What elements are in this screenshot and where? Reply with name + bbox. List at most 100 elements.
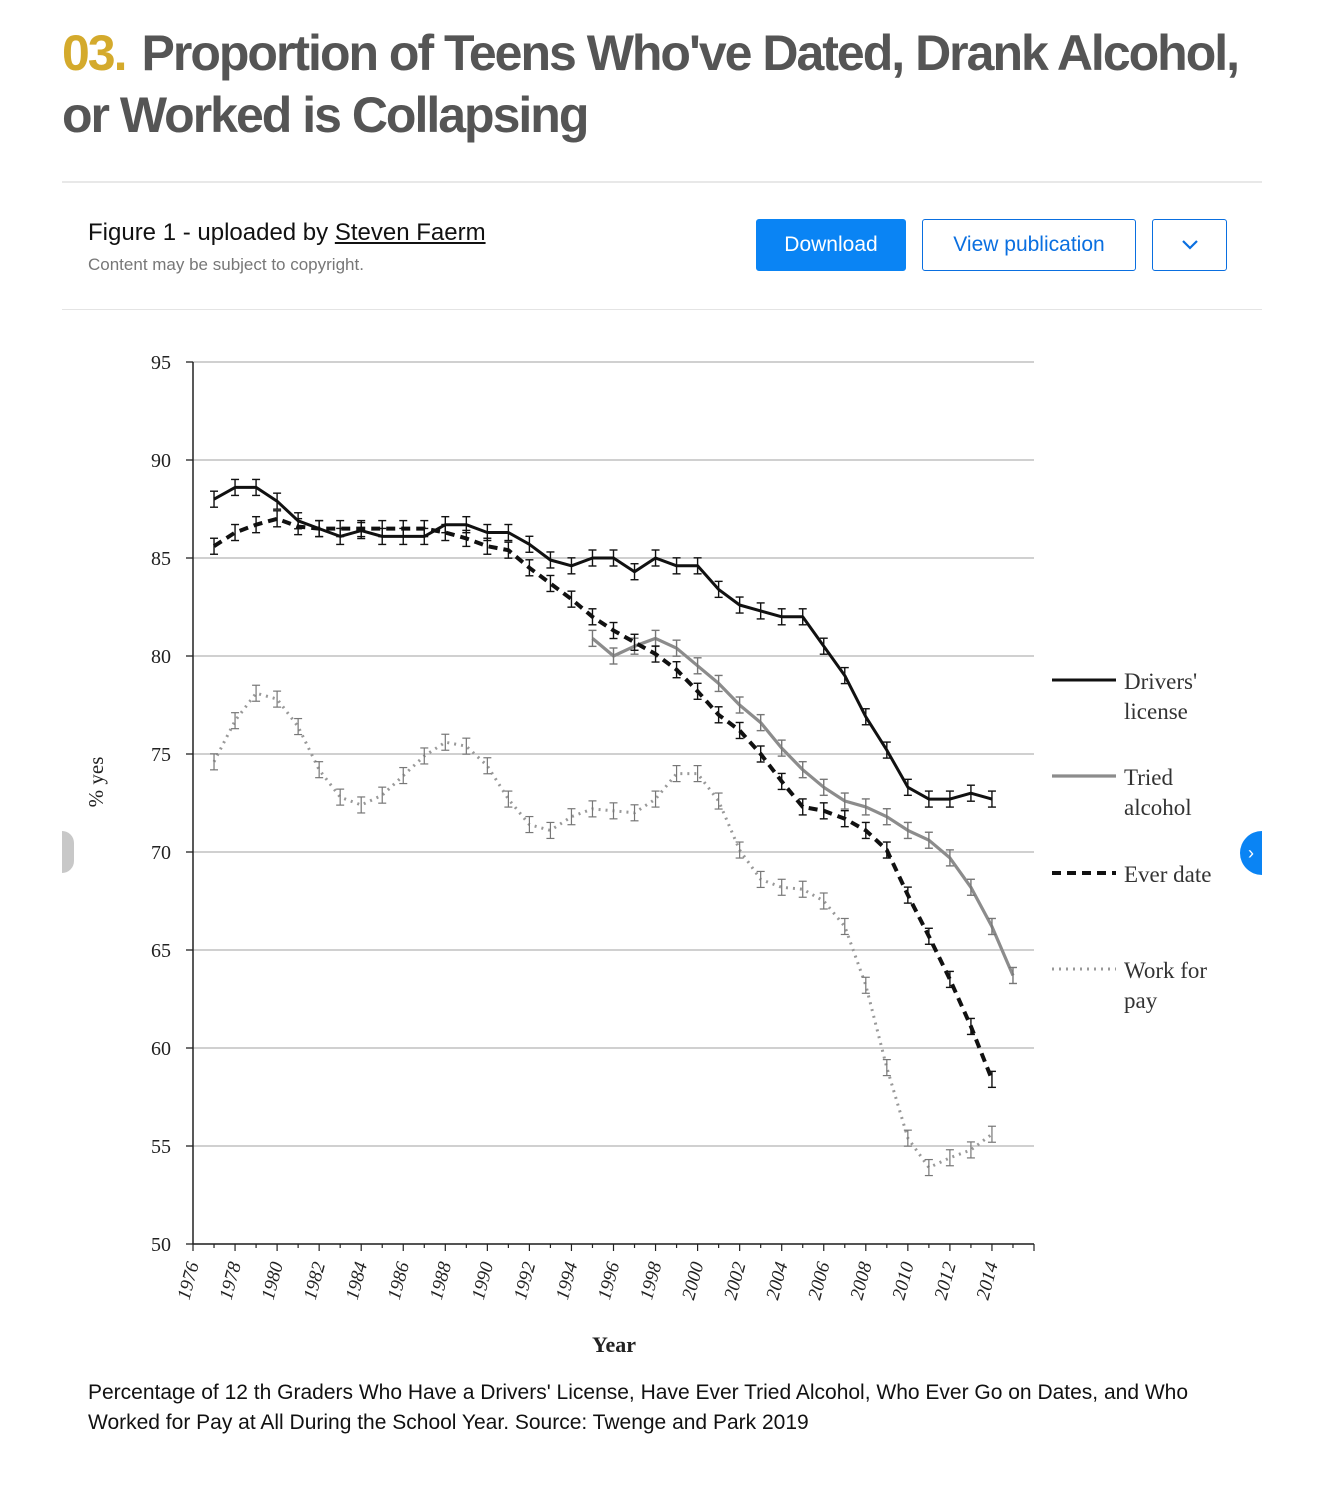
data-point [210,537,219,555]
x-tick-label: 1986 [384,1259,414,1302]
data-point [546,821,555,840]
data-point [504,541,513,559]
previous-figure-button[interactable] [62,831,74,873]
data-point [882,808,891,826]
data-point [651,645,660,663]
data-point [567,590,576,608]
data-point [252,478,261,497]
y-tick-label: 65 [151,940,171,962]
data-point [504,523,513,542]
title-text: Proportion of Teens Who've Dated, Drank … [62,25,1240,143]
data-point [504,790,513,808]
data-point [903,1129,912,1147]
header-divider [62,309,1262,310]
data-point [651,549,660,567]
data-point [609,647,618,665]
x-tick-label: 2010 [889,1259,919,1302]
figure-label: Figure 1 - uploaded by [88,219,335,246]
data-point [273,492,282,510]
data-point [462,737,471,755]
copyright-note: Content may be subject to copyright. [88,255,364,274]
data-point [882,1058,891,1077]
data-point [987,790,996,808]
data-point [882,841,891,859]
data-point [567,808,576,826]
data-point [252,515,261,534]
data-point [672,557,681,575]
data-point [210,490,219,508]
data-point [924,1158,933,1177]
chevron-down-icon [1181,240,1198,250]
data-point [525,535,534,553]
data-point [945,849,954,867]
data-point [378,519,387,538]
data-point [693,657,702,675]
series-line [212,516,994,1081]
data-point [777,878,786,896]
data-point [987,1125,996,1143]
data-point [798,880,807,898]
x-tick-label: 1998 [636,1259,666,1302]
legend-label: Ever date [1124,862,1211,887]
data-point [798,760,807,779]
series-ever-date [210,510,996,1089]
data-point [861,821,870,840]
data-point [924,790,933,808]
data-point [714,706,723,724]
data-point [651,790,660,808]
legend-item-work-for-pay: Work for pay [1052,958,1207,1013]
data-point [462,529,471,548]
data-point [924,927,933,945]
data-point [399,766,408,785]
data-point [378,786,387,804]
next-figure-button[interactable]: › [1240,831,1262,875]
data-point [483,757,492,775]
title-number: 03. [62,25,128,81]
data-point [714,674,723,693]
data-point [546,551,555,569]
data-point [840,792,849,810]
data-point [987,1070,996,1089]
data-point [630,804,639,822]
data-point [294,717,303,736]
y-tick-label: 85 [151,548,171,570]
data-point [903,778,912,797]
y-tick-label: 55 [151,1136,171,1158]
data-point [861,798,870,816]
data-point [756,713,765,732]
uploader-link[interactable]: Steven Faerm [334,219,486,246]
data-point [777,739,786,757]
data-point [567,557,576,575]
data-point [210,753,219,771]
data-point [987,917,996,936]
y-tick-label: 90 [151,450,171,472]
data-point [420,519,429,538]
download-button[interactable]: Download [756,219,906,271]
data-point [966,1017,975,1036]
more-options-button[interactable] [1152,219,1227,271]
series-tried-alcohol [588,629,1017,985]
data-point [273,690,282,708]
data-point [840,917,849,936]
data-point [693,557,702,575]
x-tick-label: 2008 [847,1259,877,1302]
legend-label: license [1124,699,1188,724]
view-publication-button[interactable]: View publication [922,219,1136,271]
figure-caption: Percentage of 12 th Graders Who Have a D… [88,1381,1189,1434]
x-tick-label: 1978 [216,1259,246,1302]
data-point [588,800,597,818]
data-point [819,778,828,797]
data-point [672,639,681,657]
data-point [777,772,786,791]
data-point [483,537,492,555]
data-point [945,970,954,989]
x-tick-label: 1982 [300,1259,330,1302]
data-point [945,1149,954,1167]
y-tick-label: 75 [151,744,171,766]
data-point [231,712,240,730]
data-point [588,608,597,626]
data-point [756,602,765,620]
data-point [966,784,975,802]
data-point [735,841,744,859]
data-point [588,549,597,567]
